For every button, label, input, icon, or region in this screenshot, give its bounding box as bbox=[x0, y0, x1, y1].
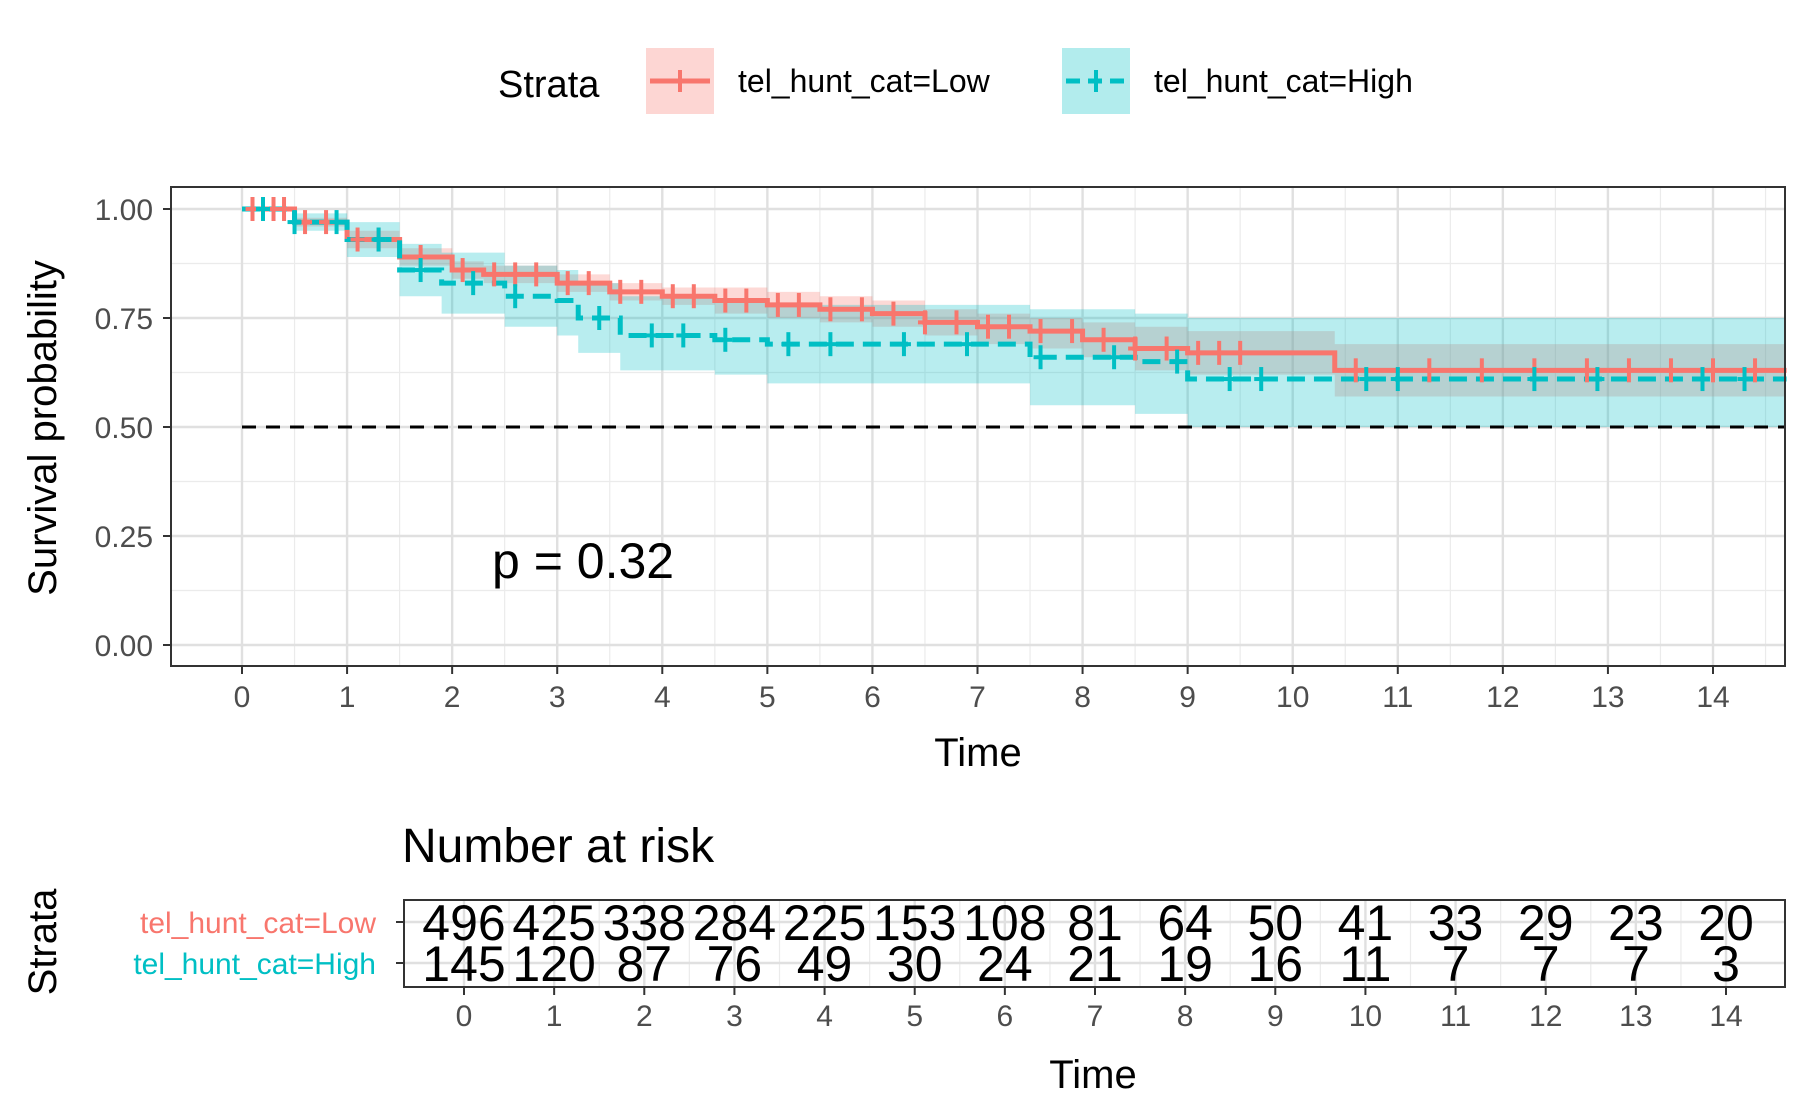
risk-strata-label: tel_hunt_cat=Low bbox=[140, 907, 376, 940]
risk-x-tick-label: 1 bbox=[546, 1000, 563, 1033]
risk-x-tick-label: 0 bbox=[456, 1000, 473, 1033]
km-y-axis-title: Survival probability bbox=[21, 260, 65, 596]
risk-strata-labels: tel_hunt_cat=Low tel_hunt_cat=High bbox=[133, 907, 404, 981]
km-y-tick-label: 0.75 bbox=[95, 303, 153, 336]
risk-count: 225 bbox=[783, 895, 866, 951]
km-x-tick-label: 4 bbox=[654, 681, 671, 714]
risk-count: 64 bbox=[1157, 895, 1213, 951]
risk-x-tick-label: 14 bbox=[1709, 1000, 1742, 1033]
km-x-tick-label: 3 bbox=[549, 681, 566, 714]
legend-label-0: tel_hunt_cat=Low bbox=[738, 63, 991, 99]
km-x-axis: 0 1 2 3 4 5 6 7 8 9 10 11 12 13 14 bbox=[234, 666, 1730, 714]
km-plot: 0 1 2 3 4 5 6 7 8 9 10 11 12 13 14 0.000.250.500.751.0… bbox=[21, 186, 1787, 775]
km-x-tick-label: 1 bbox=[339, 681, 356, 714]
risk-count: 87 bbox=[616, 936, 672, 992]
risk-count: 41 bbox=[1338, 895, 1394, 951]
km-y-axis: 0.00 0.25 0.50 0.75 1.00 bbox=[95, 194, 171, 663]
risk-count: 338 bbox=[603, 895, 686, 951]
risk-count: 21 bbox=[1067, 936, 1123, 992]
km-x-tick-label: 7 bbox=[969, 681, 986, 714]
risk-count: 7 bbox=[1622, 936, 1650, 992]
risk-x-tick-label: 11 bbox=[1440, 1000, 1471, 1033]
km-x-tick-label: 6 bbox=[864, 681, 881, 714]
km-x-tick-label: 12 bbox=[1486, 681, 1519, 714]
risk-x-axis-title: Time bbox=[1049, 1053, 1136, 1097]
km-x-tick-label: 0 bbox=[234, 681, 251, 714]
risk-count: 30 bbox=[887, 936, 943, 992]
km-x-tick-label: 2 bbox=[444, 681, 461, 714]
km-y-tick-label: 0.50 bbox=[95, 412, 153, 445]
risk-x-tick-label: 5 bbox=[906, 1000, 923, 1033]
risk-count: 20 bbox=[1698, 895, 1754, 951]
risk-x-tick-label: 3 bbox=[726, 1000, 743, 1033]
risk-count: 496 bbox=[422, 895, 505, 951]
risk-x-tick-label: 12 bbox=[1529, 1000, 1562, 1033]
risk-count: 284 bbox=[693, 895, 776, 951]
risk-x-tick-label: 7 bbox=[1087, 1000, 1104, 1033]
risk-table-title: Number at risk bbox=[402, 820, 715, 873]
risk-count: 3 bbox=[1712, 936, 1740, 992]
risk-count: 33 bbox=[1428, 895, 1484, 951]
risk-count: 11 bbox=[1339, 936, 1391, 992]
km-x-tick-label: 9 bbox=[1179, 681, 1196, 714]
risk-x-tick-label: 13 bbox=[1619, 1000, 1652, 1033]
risk-count: 76 bbox=[707, 936, 763, 992]
km-x-tick-label: 8 bbox=[1074, 681, 1091, 714]
risk-strata-label: tel_hunt_cat=High bbox=[133, 948, 376, 981]
risk-count: 153 bbox=[873, 895, 956, 951]
risk-x-tick-label: 4 bbox=[816, 1000, 833, 1033]
km-x-tick-label: 10 bbox=[1276, 681, 1309, 714]
risk-count: 7 bbox=[1532, 936, 1560, 992]
risk-count: 81 bbox=[1067, 895, 1123, 951]
risk-count: 145 bbox=[422, 936, 505, 992]
risk-count: 50 bbox=[1247, 895, 1303, 951]
risk-y-axis-title: Strata bbox=[21, 888, 65, 995]
km-x-axis-title: Time bbox=[934, 731, 1021, 775]
risk-table: Number at risk 496 425 338 284 225 153 108 81 64… bbox=[21, 820, 1786, 1097]
risk-gridlines bbox=[404, 900, 1785, 987]
risk-x-tick-label: 2 bbox=[636, 1000, 653, 1033]
km-curve-1 bbox=[242, 206, 1787, 382]
km-y-tick-label: 0.25 bbox=[95, 521, 153, 554]
risk-x-tick-label: 6 bbox=[997, 1000, 1014, 1033]
legend-label-1: tel_hunt_cat=High bbox=[1154, 63, 1413, 99]
risk-count: 16 bbox=[1247, 936, 1303, 992]
km-x-tick-label: 13 bbox=[1591, 681, 1624, 714]
risk-count: 23 bbox=[1608, 895, 1664, 951]
risk-count: 49 bbox=[797, 936, 853, 992]
risk-count: 120 bbox=[512, 936, 595, 992]
legend-title: Strata bbox=[498, 64, 600, 106]
risk-x-tick-label: 10 bbox=[1349, 1000, 1382, 1033]
risk-x-tick-label: 8 bbox=[1177, 1000, 1194, 1033]
km-x-tick-label: 5 bbox=[759, 681, 776, 714]
km-y-tick-label: 1.00 bbox=[95, 194, 153, 227]
km-curve-0 bbox=[242, 206, 1787, 373]
km-x-tick-label: 11 bbox=[1382, 681, 1413, 714]
legend: Strata tel_hunt_cat=Low tel_hunt_cat=Hig… bbox=[498, 48, 1413, 114]
risk-count: 7 bbox=[1442, 936, 1470, 992]
risk-count: 19 bbox=[1157, 936, 1213, 992]
p-value-annotation: p = 0.32 bbox=[492, 533, 674, 589]
km-y-tick-label: 0.00 bbox=[95, 630, 153, 663]
km-censor-marks bbox=[245, 197, 1763, 392]
risk-count: 108 bbox=[963, 895, 1046, 951]
risk-numbers: 496 425 338 284 225 153 108 81 64 50 41 33 29 23 20 145… bbox=[422, 895, 1754, 992]
risk-count: 29 bbox=[1518, 895, 1574, 951]
risk-count: 425 bbox=[512, 895, 595, 951]
risk-x-tick-label: 9 bbox=[1267, 1000, 1284, 1033]
risk-count: 24 bbox=[977, 936, 1033, 992]
ci-band-0 bbox=[242, 209, 1787, 397]
km-curves bbox=[242, 206, 1787, 382]
risk-x-axis: 0 1 2 3 4 5 6 7 8 9 10 11 12 13 14 bbox=[456, 987, 1743, 1033]
km-x-tick-label: 14 bbox=[1696, 681, 1729, 714]
